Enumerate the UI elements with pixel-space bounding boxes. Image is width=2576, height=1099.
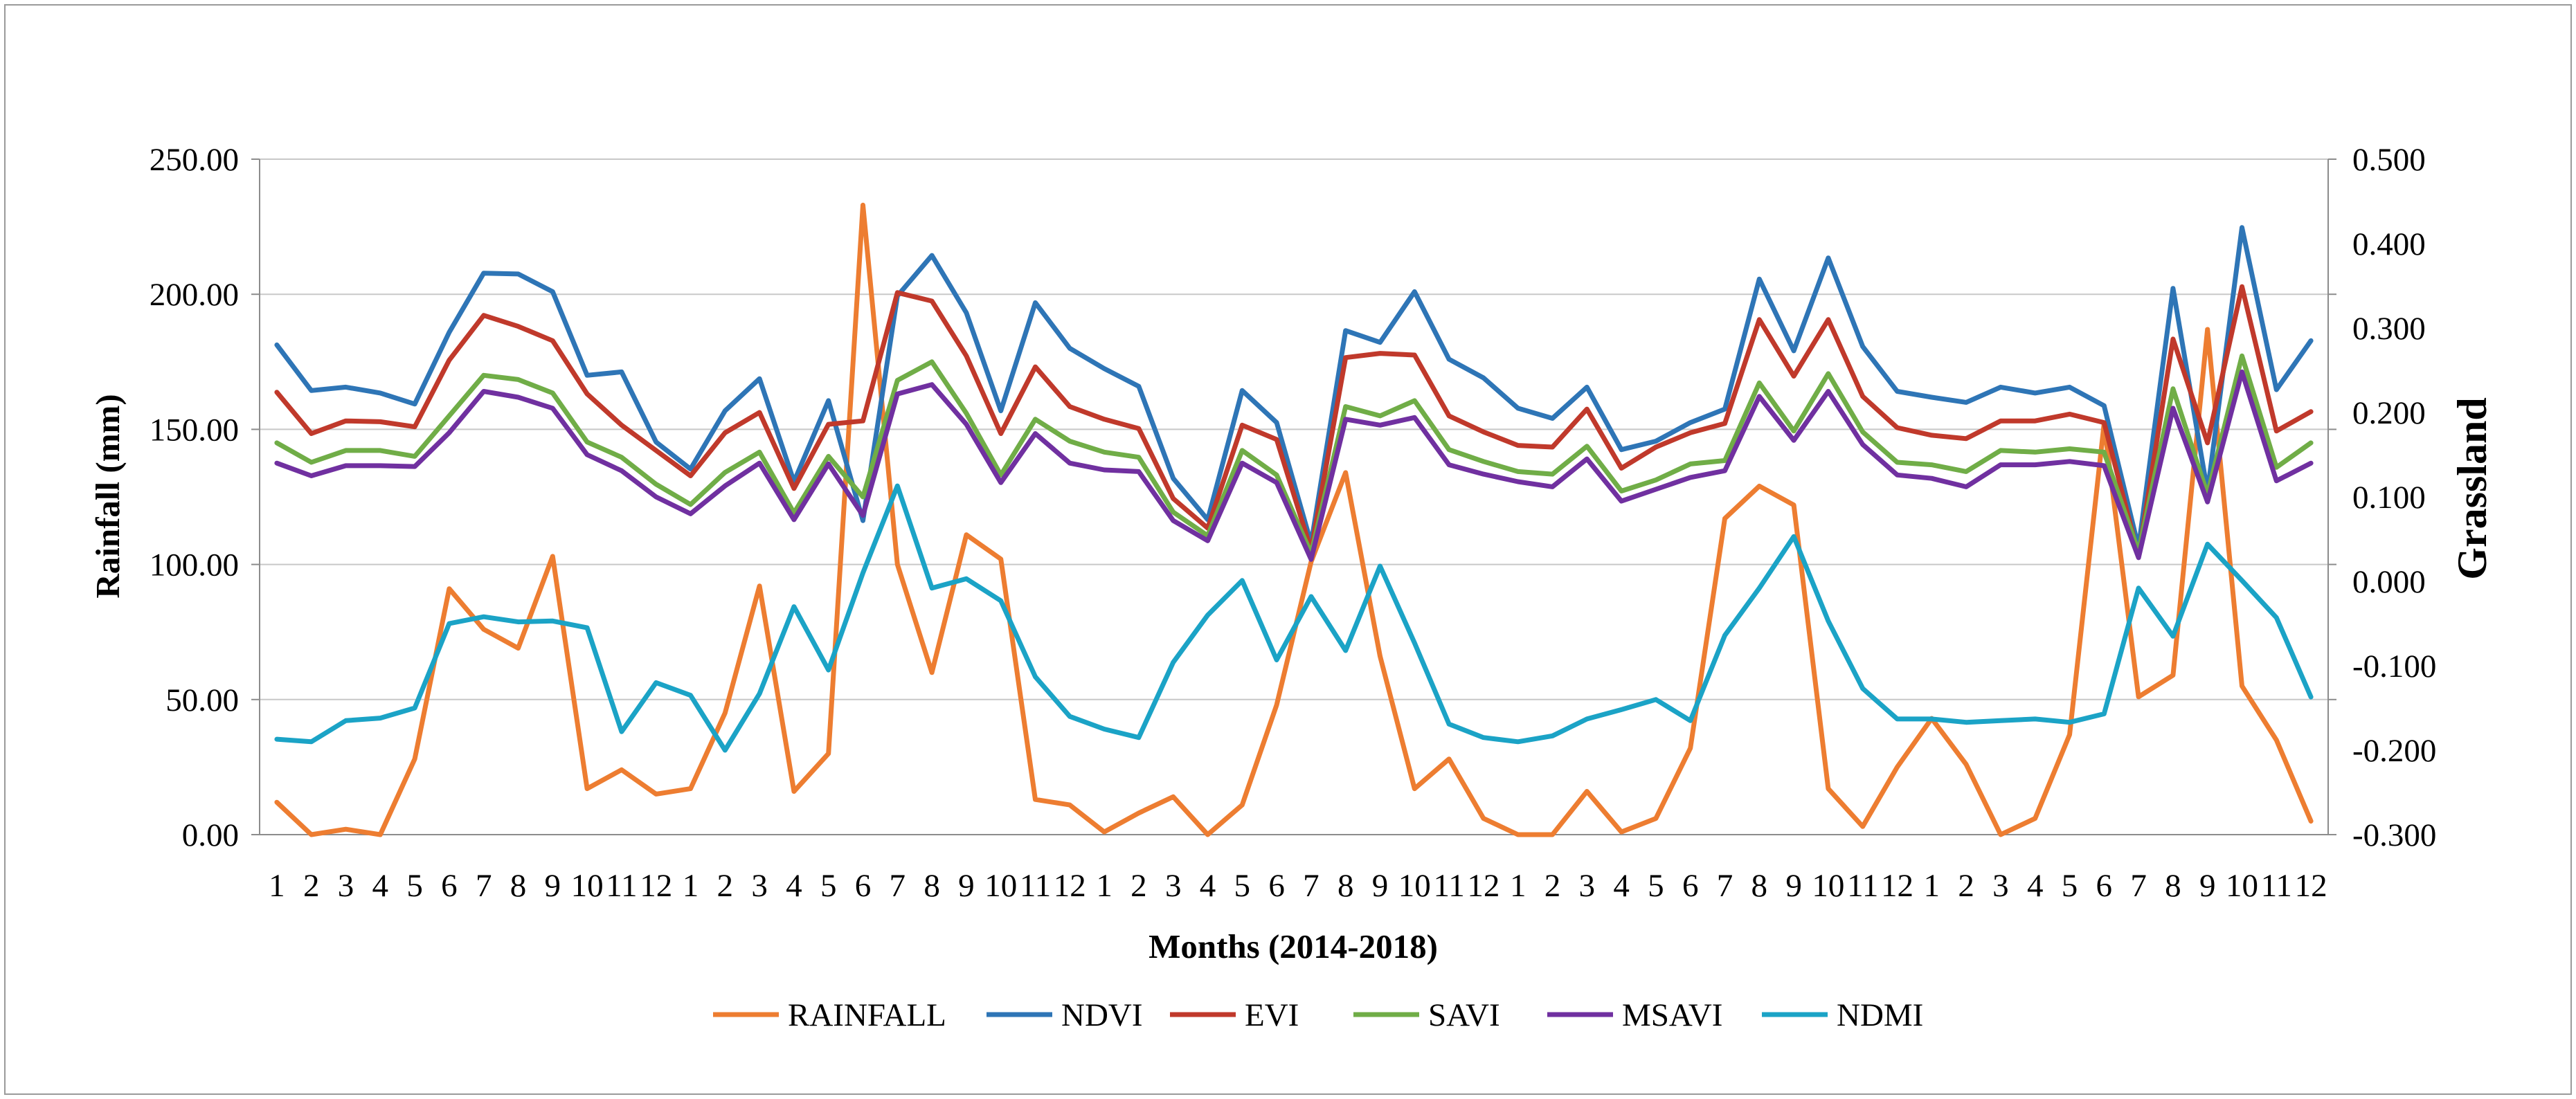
x-tick-label: 1 [1510, 868, 1526, 904]
x-tick-label: 2 [1958, 868, 1974, 904]
series-line-rainfall [274, 202, 2314, 837]
x-tick-label: 5 [820, 868, 837, 904]
x-tick-label: 6 [1268, 868, 1285, 904]
left-axis-title: Rainfall (mm) [89, 394, 127, 598]
x-tick-label: 12 [640, 868, 672, 904]
x-tick-label: 9 [1372, 868, 1389, 904]
right-tick-label: 0.400 [2352, 226, 2426, 262]
x-tick-label: 8 [1337, 868, 1354, 904]
x-tick-label: 5 [1648, 868, 1664, 904]
x-tick-label: 2 [1544, 868, 1561, 904]
x-tick-label: 8 [1751, 868, 1768, 904]
x-tick-label: 6 [2096, 868, 2113, 904]
x-axis-ticks: 1 2 3 4 5 6 7 8 9 10 11 12 1 2 3 4 5 6 7 8 9 10 11 12 1 2 3 4 5 6 7 8 9 1… [269, 868, 2327, 904]
x-tick-label: 7 [890, 868, 906, 904]
x-tick-label: 8 [2165, 868, 2181, 904]
right-tick-label: 0.100 [2352, 480, 2426, 516]
x-tick-label: 1 [269, 868, 285, 904]
x-tick-label: 11 [2261, 868, 2292, 904]
x-tick-label: 9 [2199, 868, 2216, 904]
series-lines [274, 202, 2314, 837]
x-tick-label: 10 [571, 868, 604, 904]
x-tick-label: 10 [1812, 868, 1844, 904]
x-tick-label: 5 [406, 868, 423, 904]
x-tick-label: 11 [1433, 868, 1464, 904]
x-tick-label: 2 [303, 868, 320, 904]
x-tick-label: 3 [1579, 868, 1596, 904]
legend-label-evi: EVI [1245, 997, 1299, 1033]
x-tick-label: 1 [1096, 868, 1113, 904]
x-tick-label: 7 [476, 868, 492, 904]
x-tick-label: 1 [1924, 868, 1940, 904]
x-tick-label: 8 [924, 868, 940, 904]
x-tick-label: 3 [1992, 868, 2009, 904]
series-line-evi [274, 284, 2314, 558]
left-tick-label: 0.00 [182, 817, 239, 853]
x-tick-label: 8 [510, 868, 527, 904]
right-axis-ticks: -0.300 -0.200 -0.100 0.000 0.100 0.200 0.300 0.… [2352, 142, 2436, 853]
chart-frame [4, 4, 2572, 1095]
left-tick-label: 200.00 [150, 277, 239, 313]
x-tick-label: 1 [683, 868, 699, 904]
right-tick-label: -0.200 [2352, 733, 2436, 769]
x-tick-label: 6 [1682, 868, 1699, 904]
left-axis-ticks: 0.00 50.00 100.00 150.00 200.00 250.00 [150, 142, 239, 853]
x-tick-label: 9 [958, 868, 975, 904]
x-tick-label: 2 [1131, 868, 1147, 904]
x-tick-label: 7 [1303, 868, 1319, 904]
x-tick-label: 10 [1398, 868, 1431, 904]
legend-label-ndvi: NDVI [1061, 997, 1142, 1033]
x-tick-label: 2 [717, 868, 734, 904]
legend-label-rainfall: RAINFALL [788, 997, 946, 1033]
legend-label-ndmi: NDMI [1837, 997, 1923, 1033]
left-tick-label: 100.00 [150, 547, 239, 583]
legend-label-msavi: MSAVI [1622, 997, 1722, 1033]
x-tick-label: 6 [855, 868, 872, 904]
legend-label-savi: SAVI [1428, 997, 1500, 1033]
x-tick-label: 9 [1785, 868, 1802, 904]
right-tick-label: 0.300 [2352, 311, 2426, 347]
x-tick-label: 4 [1200, 868, 1216, 904]
x-tick-label: 10 [2226, 868, 2258, 904]
left-tick-label: 50.00 [165, 682, 239, 718]
x-tick-label: 4 [786, 868, 802, 904]
x-tick-label: 12 [2295, 868, 2327, 904]
right-axis-title: Grassland [2449, 397, 2495, 579]
x-tick-label: 3 [1165, 868, 1182, 904]
x-tick-label: 10 [984, 868, 1017, 904]
x-tick-label: 4 [372, 868, 389, 904]
x-tick-label: 12 [1054, 868, 1086, 904]
left-tick-label: 150.00 [150, 412, 239, 448]
x-axis-title: Months (2014-2018) [1149, 927, 1438, 965]
x-tick-label: 9 [545, 868, 561, 904]
x-tick-label: 4 [1613, 868, 1630, 904]
x-tick-label: 12 [1881, 868, 1913, 904]
right-tick-label: 0.000 [2352, 564, 2426, 600]
x-tick-label: 4 [2027, 868, 2044, 904]
series-line-savi [274, 353, 2314, 556]
left-tick-label: 250.00 [150, 142, 239, 178]
series-line-ndmi [274, 483, 2314, 753]
x-tick-label: 12 [1467, 868, 1499, 904]
right-tick-label: -0.100 [2352, 648, 2436, 684]
x-tick-label: 3 [751, 868, 768, 904]
gridlines [251, 158, 2336, 835]
series-line-msavi [274, 369, 2314, 562]
right-tick-label: 0.200 [2352, 395, 2426, 431]
x-tick-label: 7 [2130, 868, 2147, 904]
x-tick-label: 7 [1717, 868, 1733, 904]
x-tick-label: 11 [1847, 868, 1878, 904]
right-tick-label: 0.500 [2352, 142, 2426, 178]
right-tick-label: -0.300 [2352, 817, 2436, 853]
series-line-ndvi [274, 225, 2314, 550]
x-tick-label: 6 [441, 868, 458, 904]
x-tick-label: 5 [1234, 868, 1251, 904]
x-tick-label: 5 [2062, 868, 2078, 904]
x-tick-label: 3 [338, 868, 354, 904]
x-tick-label: 11 [1020, 868, 1051, 904]
legend: RAINFALL NDVI EVI SAVI MSAVI NDMI [713, 997, 1923, 1033]
x-tick-label: 11 [606, 868, 637, 904]
